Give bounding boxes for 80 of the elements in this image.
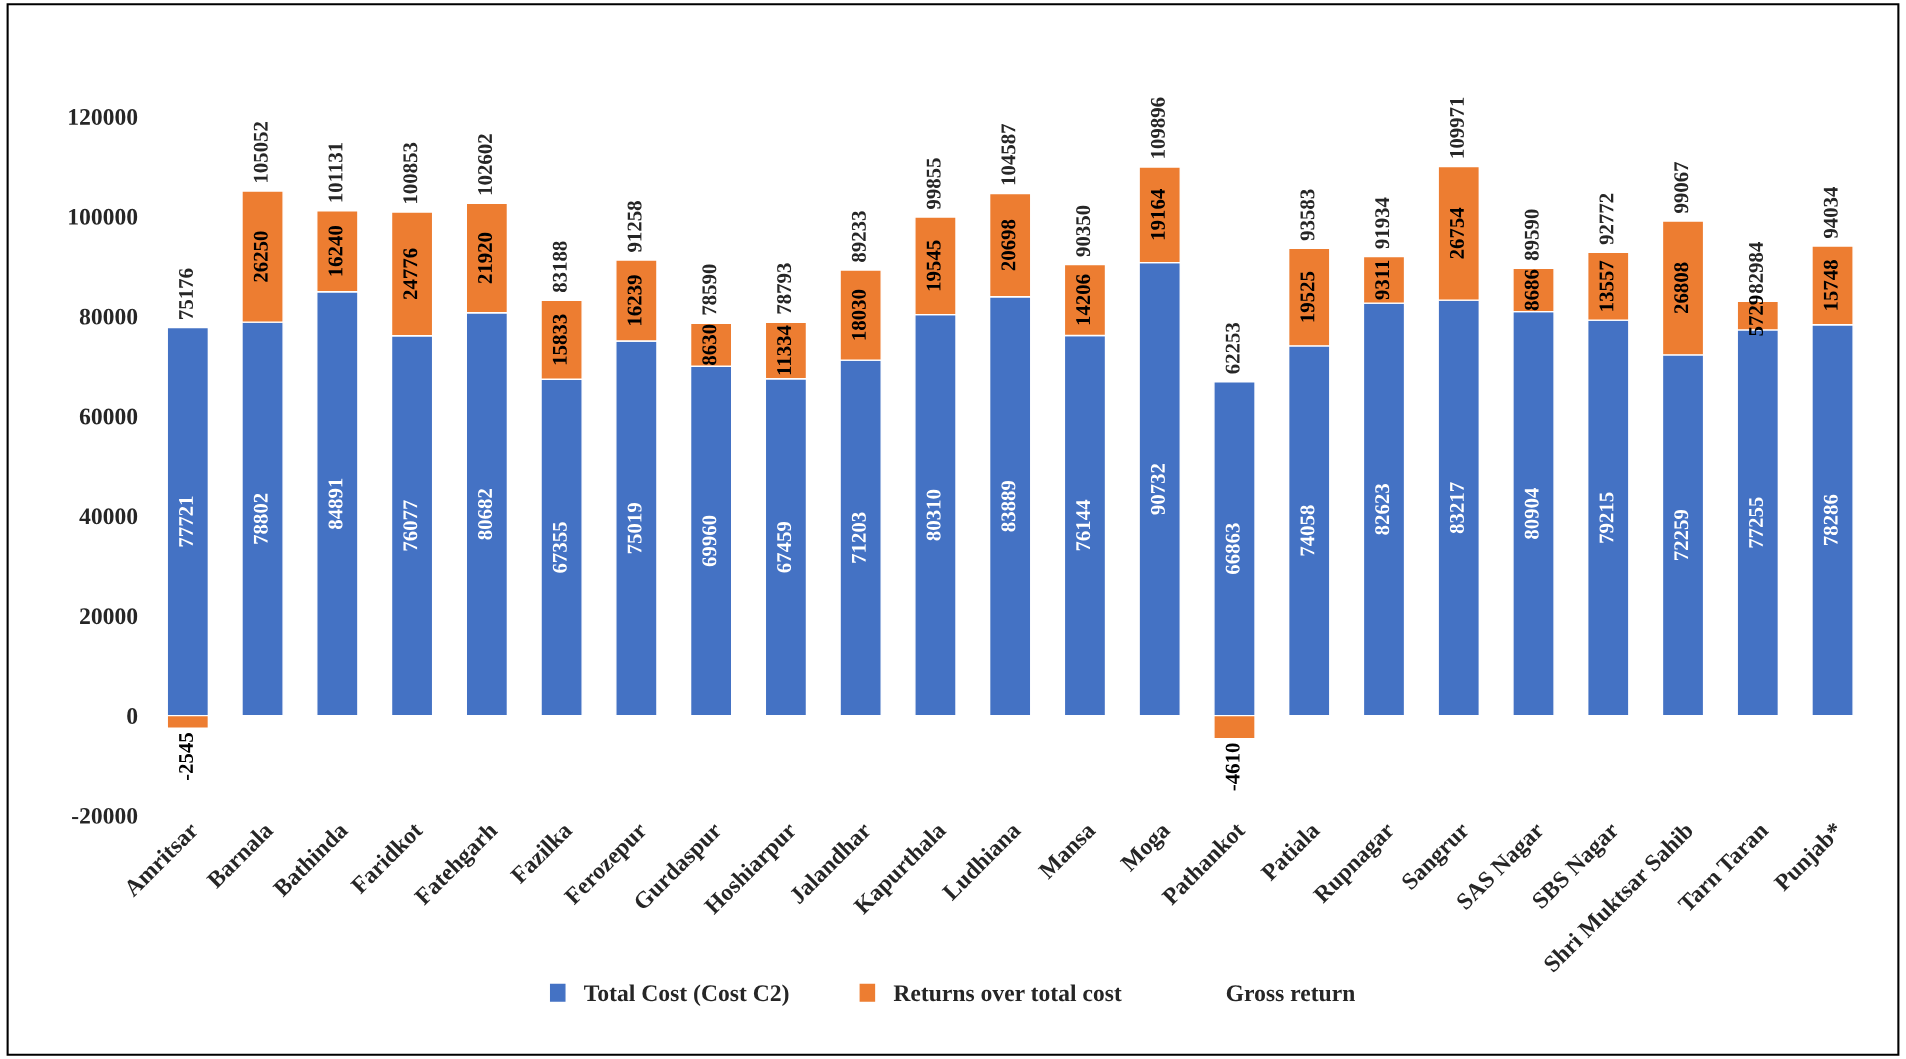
data-label: -4610 [1225, 743, 1240, 791]
total-label: 94034 [1823, 186, 1838, 239]
data-label: 82623 [1375, 484, 1390, 535]
data-label: 77721 [179, 496, 193, 547]
y-tick-label: 20000 [80, 608, 138, 625]
total-label: 75176 [179, 268, 194, 319]
data-label: 76077 [403, 500, 418, 551]
data-label: 78286 [1823, 494, 1838, 546]
total-label: 89233 [851, 211, 866, 262]
total-label: 93583 [1300, 189, 1315, 241]
data-label: -2545 [179, 733, 194, 781]
total-label: 62253 [1225, 322, 1240, 374]
y-tick-label: 40000 [79, 508, 138, 525]
data-label: 80682 [478, 489, 493, 540]
data-label: 15748 [1823, 260, 1838, 310]
data-label: 26250 [253, 231, 268, 282]
data-label: 90732 [1150, 463, 1165, 515]
y-tick-label: -20000 [72, 807, 138, 824]
data-label: 16240 [328, 225, 343, 276]
total-label: 92772 [1599, 193, 1614, 245]
data-label: 26808 [1674, 262, 1689, 314]
total-label: 89590 [1524, 209, 1539, 261]
data-label: 76144 [1076, 499, 1091, 551]
data-label: 9311 [1375, 260, 1390, 300]
data-label: 71203 [851, 512, 866, 563]
total-label: 82984 [1748, 242, 1764, 294]
data-label: 16239 [627, 275, 642, 325]
data-label: 5729 [1749, 295, 1764, 336]
data-label: 75019 [627, 503, 642, 554]
total-label: 102602 [478, 134, 493, 195]
data-label: 78802 [253, 493, 268, 544]
data-label: 77255 [1749, 497, 1764, 548]
legend-label: Returns over total cost [893, 984, 1122, 1002]
total-label: 99067 [1674, 161, 1689, 213]
data-label: 74058 [1300, 505, 1315, 556]
text: Gross return [1226, 985, 1355, 1002]
y-tick-label: 0 [127, 708, 138, 725]
data-label: 15833 [552, 314, 567, 365]
data-label: 19545 [926, 240, 941, 291]
data-label: 13557 [1599, 260, 1614, 311]
data-label: 80310 [926, 489, 941, 541]
y-tick-label: 100000 [69, 208, 138, 225]
data-label: 8686 [1524, 269, 1539, 311]
total-label: 100853 [403, 142, 418, 203]
data-label: 84891 [328, 478, 343, 530]
data-label: 8630 [702, 324, 717, 365]
total-label: 109896 [1150, 97, 1165, 158]
total-label: 83188 [552, 241, 567, 293]
data-label: 14206 [1076, 274, 1091, 325]
data-label: 72259 [1674, 509, 1689, 561]
data-label: 66863 [1225, 523, 1240, 575]
data-label: 11334 [777, 325, 792, 375]
total-label: 91258 [627, 201, 642, 252]
data-label: 79215 [1599, 492, 1614, 543]
data-label: 21920 [478, 232, 493, 284]
total-label: 99855 [926, 158, 941, 209]
data-label: 83889 [1001, 480, 1016, 532]
data-label: 69960 [702, 515, 717, 567]
legend-label: Total Cost (Cost C2) [584, 984, 789, 1006]
data-label: 19164 [1150, 189, 1165, 240]
data-label: 80904 [1524, 487, 1539, 539]
total-label: 101131 [328, 142, 343, 202]
data-label: 67355 [552, 522, 567, 573]
data-label: 83217 [1449, 482, 1464, 534]
data-label: 67459 [777, 521, 792, 573]
data-label: 26754 [1449, 207, 1464, 259]
data-label: 20698 [1001, 219, 1016, 271]
total-label: 109971 [1449, 97, 1464, 158]
y-tick-label: 80000 [79, 308, 138, 325]
data-label: 24776 [403, 248, 418, 300]
data-label: 19525 [1300, 271, 1315, 322]
total-label: 105052 [253, 122, 268, 182]
y-tick-label: 120000 [69, 108, 138, 125]
y-tick-label: 60000 [79, 408, 138, 425]
data-label: 18030 [851, 289, 866, 340]
total-label: 78590 [702, 264, 717, 315]
total-label: 91934 [1375, 197, 1390, 249]
total-label: 90350 [1076, 205, 1091, 257]
total-label: 78793 [777, 263, 792, 314]
total-label: 104587 [1001, 123, 1016, 185]
